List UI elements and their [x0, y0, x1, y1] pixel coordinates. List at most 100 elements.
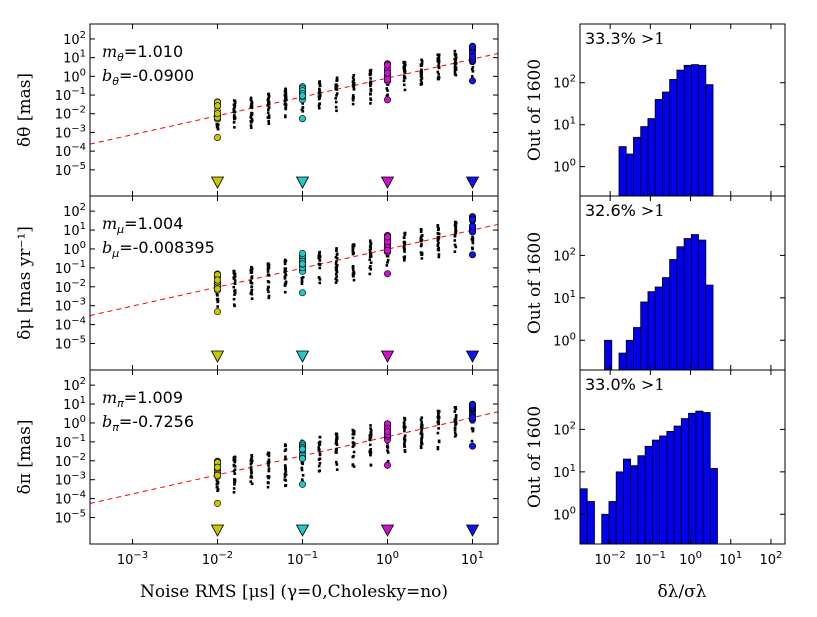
black-point: [351, 436, 355, 440]
black-point-column: [436, 224, 441, 259]
highlight-column-blue: [468, 42, 476, 85]
triangle-marker-blue: [465, 176, 480, 189]
y-tick-label: 10−3: [55, 471, 86, 489]
hist-bar: [608, 501, 617, 545]
black-point: [334, 262, 338, 266]
hist-bar: [669, 259, 678, 371]
fit-line: [89, 223, 499, 317]
highlight-point: [468, 43, 476, 51]
black-point: [334, 442, 338, 445]
black-point: [436, 58, 440, 62]
black-point-column: [317, 435, 322, 473]
black-point: [335, 279, 339, 282]
percent-annotation: 33.3% >1: [585, 29, 665, 48]
black-point-column: [334, 76, 339, 113]
black-point: [471, 66, 475, 69]
triangle-marker-magenta: [380, 176, 395, 189]
black-point: [420, 251, 423, 255]
black-point: [470, 439, 474, 443]
black-point: [419, 432, 423, 435]
black-point: [420, 426, 424, 430]
y-tick-label: 10−4: [55, 316, 86, 334]
triangle-marker-cyan: [295, 524, 310, 537]
black-point: [335, 275, 338, 279]
hist-bar: [604, 339, 613, 371]
black-point: [284, 282, 287, 285]
black-point: [267, 461, 270, 465]
highlight-point: [214, 285, 222, 293]
black-point: [283, 99, 287, 103]
hist-bar: [625, 153, 634, 197]
black-point: [284, 107, 288, 111]
black-point: [233, 115, 237, 119]
black-point: [386, 93, 389, 97]
black-point: [335, 94, 338, 97]
black-point: [471, 429, 475, 433]
black-point: [403, 250, 406, 253]
black-point: [233, 103, 237, 107]
black-point: [386, 459, 390, 463]
y-axis-label: δθ [mas]: [15, 73, 35, 147]
black-point: [335, 88, 339, 91]
black-point: [420, 436, 424, 439]
black-point: [403, 418, 407, 422]
hist-bar: [647, 291, 656, 371]
black-point: [471, 247, 474, 251]
black-point: [318, 453, 322, 457]
black-point: [334, 100, 338, 104]
black-point: [437, 415, 441, 419]
black-point: [216, 127, 220, 131]
highlight-point: [298, 289, 306, 297]
black-point: [267, 476, 270, 480]
hist-bar: [615, 471, 624, 545]
black-point: [216, 488, 220, 491]
hist-bar: [623, 458, 632, 545]
black-point: [402, 259, 406, 262]
black-point: [318, 89, 321, 93]
black-point: [454, 53, 458, 56]
black-point: [283, 290, 287, 294]
black-point: [335, 432, 338, 436]
percent-annotation: 32.6% >1: [585, 201, 665, 220]
black-point: [420, 62, 424, 66]
black-point: [437, 253, 441, 256]
black-point: [284, 105, 288, 109]
black-point: [284, 473, 288, 476]
black-point: [233, 275, 237, 279]
black-point: [250, 454, 254, 458]
black-point: [249, 279, 253, 283]
black-point: [369, 245, 372, 249]
black-point: [403, 449, 407, 452]
black-point: [249, 98, 253, 102]
slope-annotation: mπ=1.009: [102, 388, 183, 410]
black-point: [385, 87, 389, 90]
black-point: [437, 427, 440, 430]
black-point: [318, 84, 322, 87]
black-point: [335, 264, 339, 268]
hist-bar: [695, 410, 704, 545]
highlight-point: [383, 61, 391, 69]
black-point: [284, 280, 288, 284]
black-point: [301, 102, 304, 105]
highlight-point: [214, 110, 222, 118]
highlight-column-magenta: [383, 231, 391, 278]
black-point: [216, 294, 219, 297]
black-point: [335, 270, 339, 274]
black-point: [334, 272, 338, 276]
black-point: [250, 275, 254, 278]
black-point-column: [453, 405, 458, 438]
black-point: [420, 59, 424, 63]
black-point: [403, 242, 406, 246]
black-point: [335, 260, 338, 264]
hist-bar: [633, 136, 642, 197]
black-point: [233, 478, 236, 481]
black-point: [369, 84, 372, 88]
highlight-point: [468, 77, 476, 85]
y-tick-label: 100: [553, 331, 576, 349]
triangle-marker-blue: [465, 524, 480, 537]
hist-bar: [618, 352, 627, 371]
fit-line: [89, 411, 499, 504]
black-point: [284, 95, 287, 99]
x-tick-label: 10−3: [117, 550, 148, 568]
